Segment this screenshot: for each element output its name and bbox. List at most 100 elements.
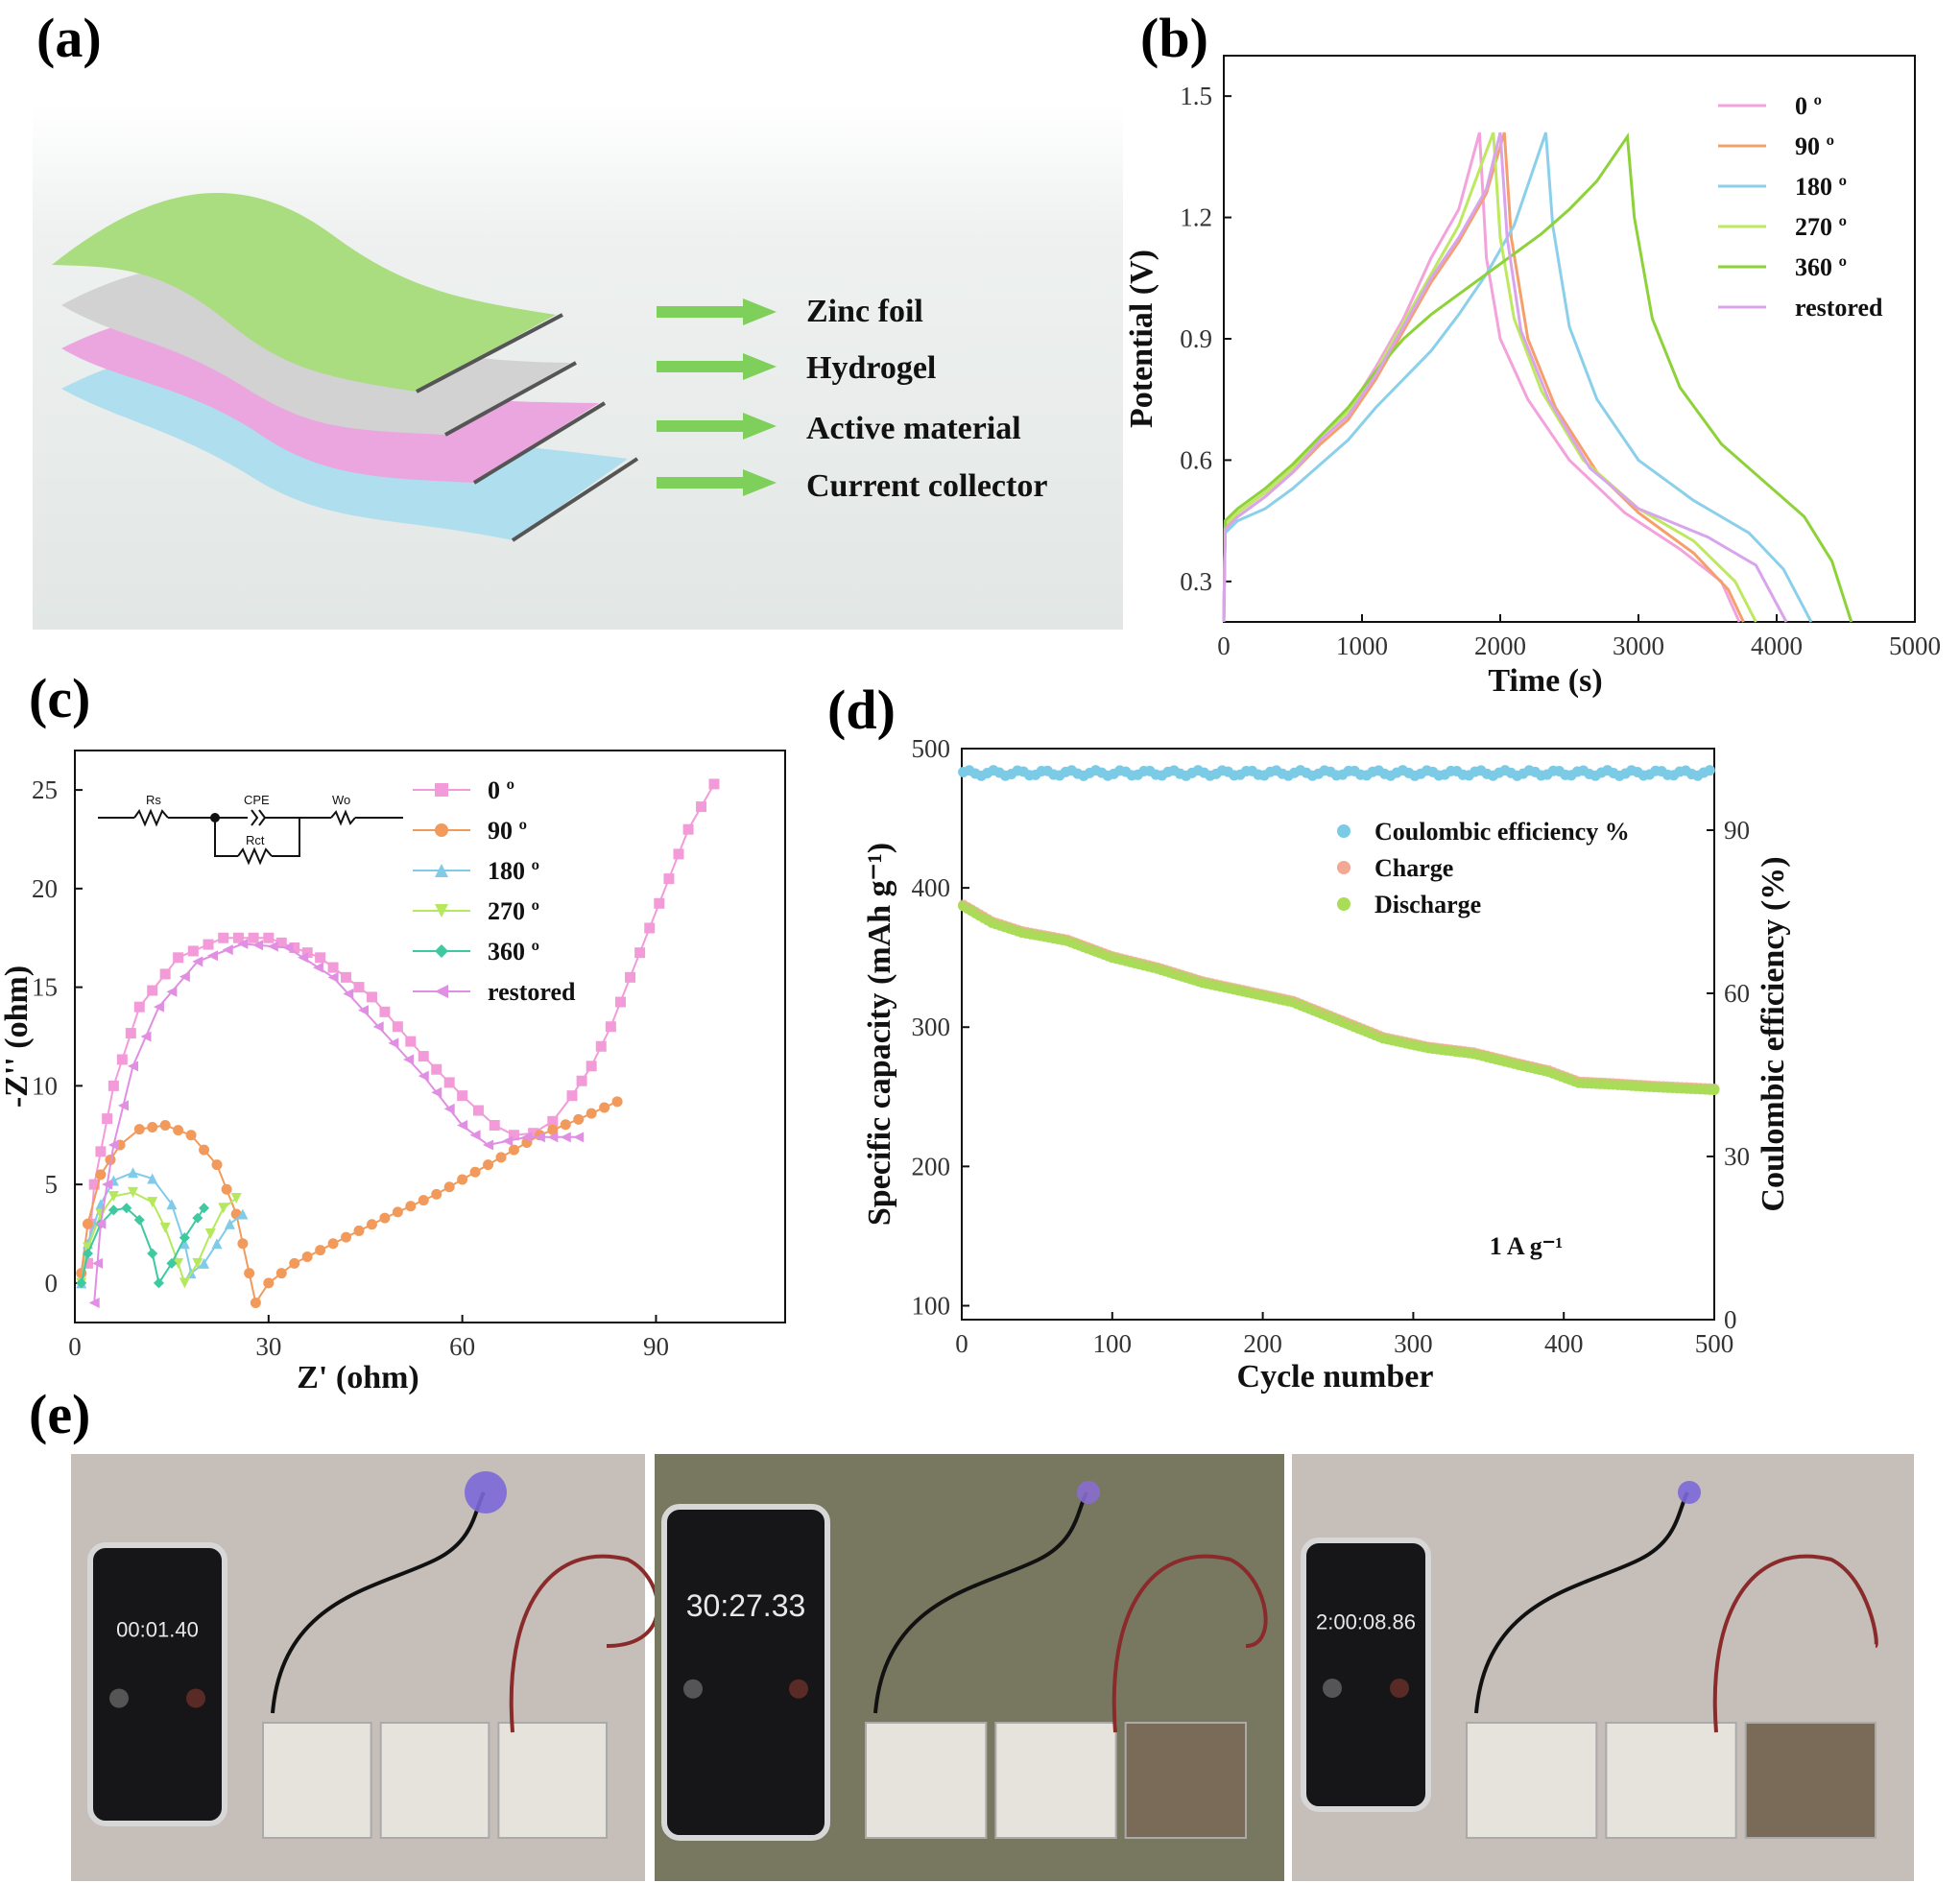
- y-tick-label: 300: [912, 1013, 951, 1041]
- data-point-series-0: [133, 1001, 145, 1013]
- data-point-series-5: [92, 1257, 104, 1269]
- x-tick-label: 100: [1093, 1329, 1133, 1358]
- data-point-series-1: [199, 1144, 210, 1156]
- data-point-series-2: [211, 1238, 223, 1250]
- data-point-series-2: [179, 1238, 190, 1250]
- data-point-series-0: [489, 1119, 500, 1131]
- data-point-series-4: [108, 1204, 119, 1216]
- y-axis-title: Potential (V): [1124, 250, 1159, 428]
- efficiency-point: [1704, 765, 1715, 776]
- led-icon: [465, 1471, 507, 1514]
- data-point-series-0: [443, 1077, 455, 1088]
- y2-axis-title: Coulombic efficiency (%): [1756, 856, 1791, 1211]
- data-point-series-5: [252, 940, 264, 951]
- legend-label-5: restored: [488, 978, 576, 1006]
- label-zinc-foil: Zinc foil: [806, 294, 923, 329]
- data-point-series-0: [673, 848, 684, 860]
- data-point-series-5: [457, 1119, 468, 1131]
- data-point-series-0: [116, 1054, 128, 1065]
- data-point-series-5: [521, 1132, 533, 1143]
- red-wire: [509, 1554, 659, 1733]
- data-point-series-1: [133, 1124, 145, 1135]
- pouch-cell: [994, 1722, 1117, 1839]
- y-tick-label: 500: [912, 734, 951, 763]
- data-point-series-5: [469, 1130, 481, 1141]
- panel-label-c: (c): [29, 667, 91, 729]
- data-point-series-1: [315, 1245, 326, 1256]
- x-tick-label: 3000: [1613, 632, 1664, 660]
- data-point-series-1: [263, 1277, 275, 1289]
- legend-label-4: 360 º: [488, 938, 539, 965]
- data-point-series-5: [443, 1103, 455, 1114]
- label-rct: Rct: [246, 833, 265, 847]
- data-point-series-1: [611, 1096, 623, 1108]
- data-point-series-3: [192, 1257, 203, 1269]
- data-point-series-3: [230, 1193, 242, 1204]
- data-point-series-1: [457, 1174, 468, 1185]
- circuit-inset: Rs CPE Wo Rct: [98, 793, 403, 866]
- pouch-cell: [865, 1722, 988, 1839]
- data-point-series-0: [95, 1146, 107, 1157]
- data-point-series-0: [663, 873, 675, 885]
- y-tick-label: 25: [32, 775, 58, 804]
- y2-tick-label: 60: [1724, 979, 1750, 1008]
- data-point-series-5: [282, 942, 294, 954]
- photo-3: 2:00:08.86: [1292, 1454, 1914, 1881]
- data-point-series-5: [117, 1100, 129, 1111]
- data-point-series-3: [179, 1277, 190, 1289]
- data-point-series-5: [327, 971, 339, 983]
- data-point-series-0: [576, 1075, 587, 1086]
- data-point-series-0: [232, 932, 244, 943]
- data-point-series-0: [88, 1179, 100, 1190]
- legend-label-0: 0 º: [1795, 92, 1822, 120]
- hydrogel-edge: [444, 361, 577, 437]
- data-point-series-1: [244, 1268, 255, 1279]
- data-point-series-2: [224, 1218, 235, 1229]
- x-axis-title: Z' (ohm): [297, 1360, 419, 1395]
- y-tick-label: 0.6: [1180, 445, 1212, 474]
- pouch-cell: [262, 1722, 372, 1839]
- x-tick-label: 300: [1394, 1329, 1433, 1358]
- legend-marker-0: [435, 783, 448, 797]
- data-point-series-1: [82, 1218, 93, 1229]
- lap-button-icon: [109, 1688, 129, 1708]
- data-point-series-4: [153, 1277, 164, 1289]
- data-point-series-0: [405, 1036, 417, 1047]
- data-point-series-5: [207, 950, 219, 962]
- legend-marker-3: [435, 904, 448, 918]
- red-wire: [1111, 1554, 1268, 1733]
- legend-label-2: 180 º: [1795, 173, 1847, 201]
- photo-1: 00:01.40: [71, 1454, 659, 1881]
- label-current-collector: Current collector: [806, 468, 1047, 504]
- stopwatch-time: 30:27.33: [686, 1588, 806, 1623]
- led-icon: [1678, 1481, 1701, 1504]
- stop-button-icon: [789, 1679, 808, 1699]
- data-point-series-0: [108, 1080, 119, 1091]
- data-point-series-5: [573, 1132, 585, 1143]
- pouch-cell: [1124, 1722, 1247, 1839]
- data-point-series-0: [102, 1113, 113, 1125]
- series-line-0: [1222, 131, 1741, 623]
- data-point-series-0: [379, 1006, 391, 1017]
- data-point-series-0: [315, 952, 326, 964]
- legend-label-3: 270 º: [1795, 213, 1847, 241]
- data-point-series-5: [547, 1132, 559, 1143]
- label-wo: Wo: [332, 793, 350, 807]
- data-point-series-5: [431, 1086, 442, 1098]
- data-point-series-1: [353, 1225, 365, 1236]
- plot-frame: [74, 750, 786, 1323]
- y2-tick-label: 0: [1724, 1305, 1737, 1334]
- stop-button-icon: [186, 1688, 205, 1708]
- data-point-series-1: [366, 1219, 377, 1230]
- phone-stopwatch: [661, 1504, 830, 1841]
- panel-a-schematic: Zinc foil Hydrogel Active material Curre…: [33, 104, 1123, 630]
- label-active-material: Active material: [806, 411, 1021, 446]
- x-tick-label: 5000: [1889, 632, 1941, 660]
- data-point-series-4: [192, 1212, 203, 1224]
- data-point-series-0: [644, 922, 656, 934]
- layer-arrows: [657, 298, 777, 496]
- chart-c-nyquist: 0 30 60 90 0 5 10 15 20 25 Z' (ohm) -Z'' (ohm) 0 º 90…: [0, 750, 786, 1395]
- y-tick-label: 5: [45, 1170, 59, 1199]
- data-point-series-4: [133, 1214, 145, 1226]
- legend-marker-2: [435, 864, 448, 877]
